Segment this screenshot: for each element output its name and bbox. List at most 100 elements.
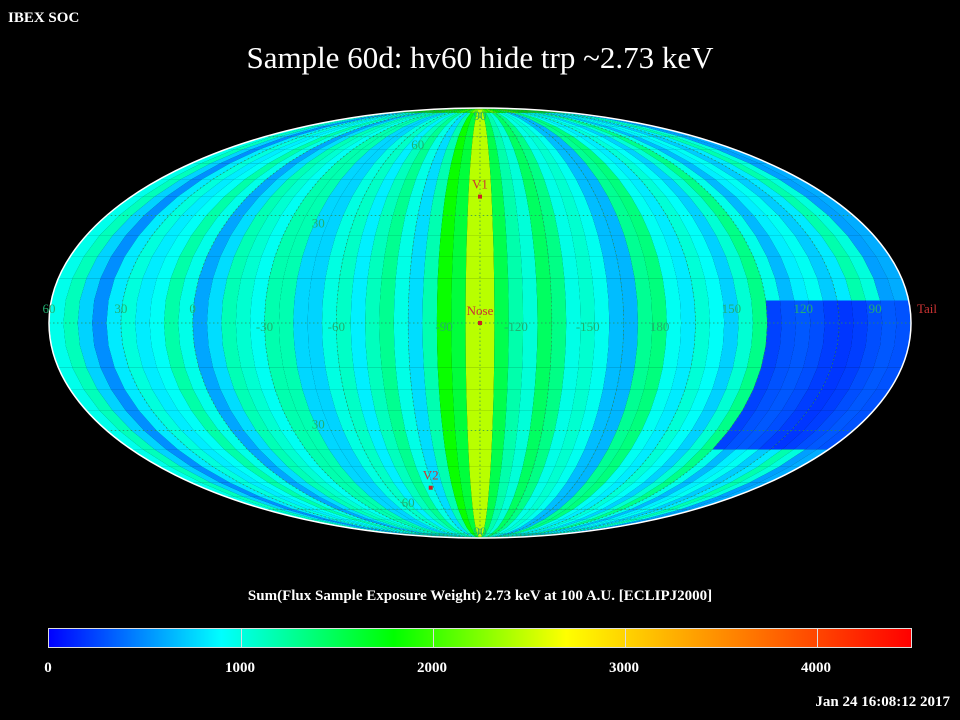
- flux-tile: [401, 126, 422, 137]
- flux-tile: [480, 536, 486, 538]
- flux-tile: [736, 449, 771, 467]
- flux-tile: [496, 482, 509, 497]
- flux-tile: [382, 527, 418, 534]
- flux-tile: [437, 136, 452, 150]
- flux-tile: [191, 149, 236, 164]
- flux-tile: [522, 149, 538, 164]
- flux-tile: [278, 482, 312, 497]
- flux-tile: [403, 149, 421, 164]
- flux-tile: [488, 482, 500, 497]
- flux-tile: [177, 179, 214, 197]
- flux-tile: [394, 278, 410, 301]
- flux-tile: [666, 136, 708, 150]
- flux-tile: [480, 345, 495, 368]
- flux-tile: [413, 527, 439, 534]
- flux-tile: [507, 367, 523, 390]
- marker-label-v1: V1: [472, 177, 488, 192]
- flux-tile: [415, 509, 434, 520]
- flux-tile: [725, 449, 759, 467]
- flux-tile: [412, 136, 430, 150]
- flux-tile: [542, 112, 578, 119]
- flux-tile: [426, 112, 448, 119]
- flux-tile: [615, 482, 644, 497]
- flux-tile: [876, 256, 902, 279]
- flux-tile: [497, 126, 509, 137]
- flux-tile: [466, 235, 480, 257]
- flux-tile: [712, 430, 742, 450]
- flux-tile: [350, 126, 381, 137]
- flux-tile: [165, 410, 194, 431]
- flux-tile: [780, 300, 797, 323]
- flux-tile: [644, 256, 663, 279]
- flux-tile: [665, 149, 702, 164]
- lat-label: 60: [411, 137, 424, 152]
- flux-tile: [430, 196, 446, 216]
- flux-tile: [466, 536, 480, 538]
- flux-tile: [689, 430, 717, 450]
- flux-tile: [739, 256, 762, 279]
- colorbar: [48, 628, 912, 648]
- flux-tile: [803, 215, 835, 236]
- flux-tile: [860, 235, 890, 257]
- flux-tile: [322, 410, 344, 431]
- flux-tile: [747, 345, 766, 368]
- flux-tile: [343, 509, 375, 520]
- flux-tile: [456, 449, 470, 467]
- flux-tile: [77, 300, 95, 323]
- flux-tile: [691, 466, 726, 483]
- flux-tile: [480, 536, 482, 538]
- flux-tile: [372, 509, 399, 520]
- meridian-line: [479, 108, 840, 538]
- flux-tile: [364, 149, 388, 164]
- flux-tile: [178, 300, 195, 323]
- flux-tile: [694, 323, 710, 346]
- flux-tile: [737, 323, 753, 346]
- flux-tile: [247, 449, 278, 467]
- flux-tile: [435, 533, 459, 537]
- flux-tile: [657, 482, 692, 497]
- flux-tile: [379, 300, 395, 323]
- flux-tile: [305, 179, 331, 197]
- flux-tile: [663, 235, 685, 257]
- flux-tile: [560, 527, 605, 534]
- flux-tile: [468, 179, 480, 197]
- flux-tile: [566, 136, 590, 150]
- flux-tile: [372, 126, 399, 137]
- flux-tile: [247, 235, 270, 257]
- flux-tile: [491, 126, 502, 137]
- flux-tile: [454, 496, 466, 510]
- flux-tile: [602, 509, 638, 520]
- flux-tile: [645, 136, 683, 150]
- flux-tile: [261, 235, 284, 257]
- flux-tile: [544, 449, 562, 467]
- flux-tile: [559, 136, 582, 150]
- flux-tile: [328, 136, 358, 150]
- flux-tile: [483, 112, 489, 119]
- flux-tile: [471, 496, 480, 510]
- flux-tile: [230, 482, 269, 497]
- flux-tile: [817, 196, 854, 216]
- flux-tile: [351, 527, 397, 534]
- flux-tile: [468, 449, 480, 467]
- flux-tile: [97, 389, 126, 411]
- lon-label: 90: [869, 301, 882, 316]
- flux-tile: [690, 389, 713, 411]
- flux-tile: [227, 256, 248, 279]
- flux-tile: [546, 118, 574, 127]
- flux-tile: [503, 196, 518, 216]
- flux-tile: [412, 496, 430, 510]
- flux-tile: [86, 410, 120, 431]
- flux-tile: [496, 109, 516, 113]
- flux-tile: [100, 367, 125, 390]
- flux-tile: [70, 389, 100, 411]
- flux-tile: [704, 449, 736, 467]
- flux-tile: [468, 109, 476, 113]
- flux-tile: [732, 345, 752, 368]
- flux-tile: [747, 196, 779, 216]
- lon-label: 30: [114, 301, 127, 316]
- flux-tile: [243, 215, 269, 236]
- flux-tile: [72, 367, 98, 390]
- flux-tile: [616, 256, 635, 279]
- flux-tile: [383, 466, 404, 483]
- flux-tile: [325, 367, 344, 390]
